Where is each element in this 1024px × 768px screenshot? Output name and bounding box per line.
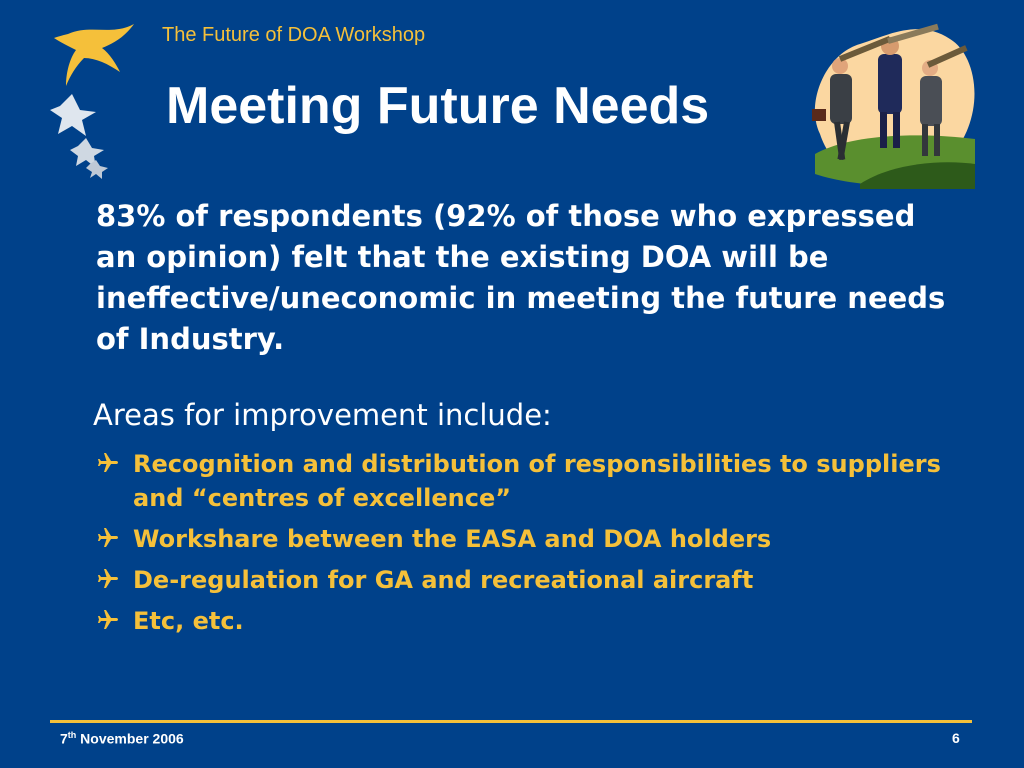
date-day: 7 (60, 730, 68, 747)
areas-heading: Areas for improvement include: (93, 398, 552, 432)
list-item: Etc, etc. (96, 604, 956, 638)
date-rest: November 2006 (76, 730, 184, 747)
businessmen-telescopes-clipart (812, 23, 975, 189)
list-item: Workshare between the EASA and DOA holde… (96, 522, 956, 556)
airplane-icon (98, 528, 118, 547)
list-item-text: De-regulation for GA and recreational ai… (133, 566, 754, 594)
list-item-text: Workshare between the EASA and DOA holde… (133, 525, 772, 553)
slide-title: Meeting Future Needs (166, 77, 710, 135)
list-item: De-regulation for GA and recreational ai… (96, 563, 956, 597)
airplane-icon (98, 569, 118, 588)
list-item-text: Etc, etc. (133, 607, 244, 635)
list-item: Recognition and distribution of responsi… (96, 447, 956, 515)
respondents-paragraph: 83% of respondents (92% of those who exp… (96, 199, 946, 356)
date-suffix: th (67, 730, 77, 740)
footer-divider (50, 720, 972, 723)
list-item-text: Recognition and distribution of responsi… (133, 450, 941, 512)
improvement-list: Recognition and distribution of responsi… (96, 447, 956, 645)
airplane-icon (98, 610, 118, 629)
workshop-title: The Future of DOA Workshop (162, 24, 426, 46)
footer-date: 7th November 2006 (60, 730, 184, 747)
page-number: 6 (952, 730, 960, 746)
stars-logo (50, 24, 134, 179)
airplane-icon (98, 453, 118, 472)
